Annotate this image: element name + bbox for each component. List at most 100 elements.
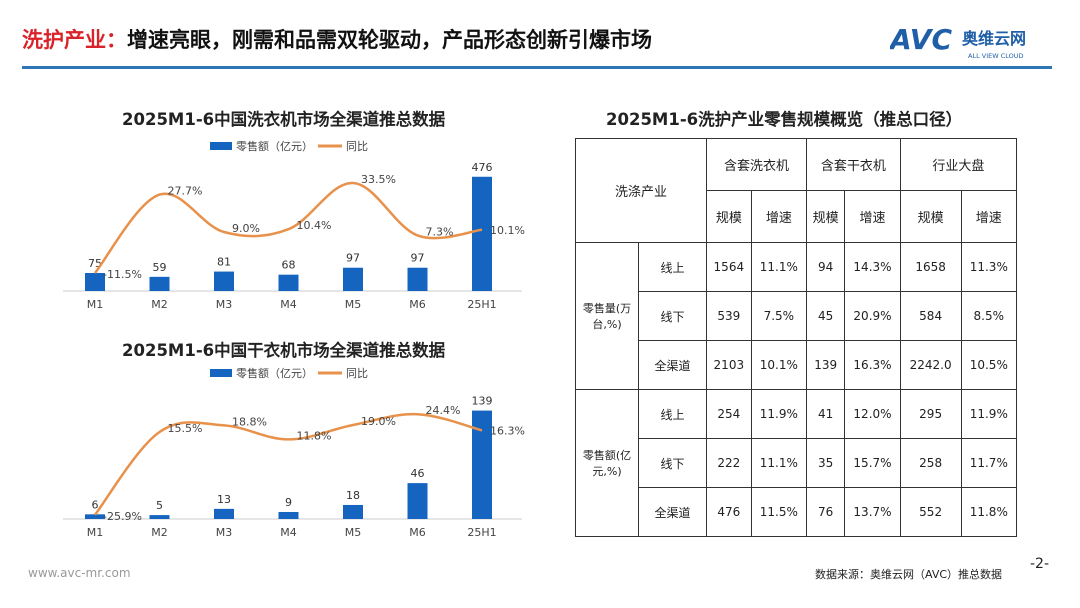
value-cell: 14.3% <box>844 242 901 292</box>
bar <box>343 504 363 519</box>
bar <box>278 511 299 519</box>
bar <box>149 515 170 519</box>
line-value-label: 15.5% <box>168 422 203 435</box>
line-value-label: 33.5% <box>361 173 396 186</box>
line-value-label: 10.4% <box>297 219 332 232</box>
sub-header: 增速 <box>844 190 901 243</box>
value-cell: 139 <box>806 340 846 390</box>
table-row: 线下 222 11.1% 35 15.7% 258 11.7% <box>576 438 1018 488</box>
page-title: 洗护产业：增速亮眼，刚需和品需双轮驱动，产品形态创新引爆市场 <box>22 24 652 54</box>
x-tick-label: M3 <box>216 526 233 539</box>
line-value-label: 10.1% <box>490 224 525 237</box>
value-cell: 16.3% <box>844 340 901 390</box>
table-row: 全渠道 2103 10.1% 139 16.3% 2242.0 10.5% <box>576 340 1018 390</box>
table-row: 零售额(亿元,%) 线上 254 11.9% 41 12.0% 295 11.9% <box>575 389 1018 537</box>
bar <box>343 267 363 291</box>
value-cell: 8.5% <box>960 291 1018 341</box>
value-cell: 1658 <box>899 242 962 292</box>
bar-value-label: 68 <box>282 259 296 272</box>
value-cell: 35 <box>806 438 846 488</box>
page-number: -2- <box>1030 556 1050 572</box>
line-value-label: -25.9% <box>103 510 142 523</box>
value-cell: 41 <box>806 389 846 439</box>
line-value-label: 11.8% <box>297 429 332 442</box>
bar-value-label: 6 <box>92 498 99 511</box>
sub-header: 规模 <box>899 190 962 243</box>
section-label: 零售额(亿元,%) <box>575 389 639 537</box>
bar <box>278 274 299 291</box>
value-cell: 94 <box>806 242 846 292</box>
washer-chart: 零售额（亿元） 同比75M159M281M368M497M597M647625H1… <box>63 139 525 311</box>
channel-cell: 线下 <box>638 291 707 341</box>
legend-bar-label: 零售额（亿元） <box>236 366 313 380</box>
channel-cell: 全渠道 <box>638 340 707 390</box>
data-source: 数据来源：奥维云网（AVC）推总数据 <box>815 568 1003 581</box>
bar-value-label: 5 <box>156 499 163 512</box>
value-cell: 476 <box>706 487 752 537</box>
title-main: 增速亮眼，刚需和品需双轮驱动，产品形态创新引爆市场 <box>127 28 652 52</box>
line-value-label: 9.0% <box>232 222 260 235</box>
header-divider <box>22 66 1052 69</box>
value-cell: 11.8% <box>960 487 1018 537</box>
line-value-label: 7.3% <box>426 225 454 238</box>
value-cell: 11.7% <box>960 438 1018 488</box>
x-tick-label: M4 <box>280 298 297 311</box>
svg-text:奥维云网: 奥维云网 <box>962 29 1026 48</box>
value-cell: 11.9% <box>960 389 1018 439</box>
sub-header: 增速 <box>960 190 1018 243</box>
value-cell: 11.1% <box>750 438 808 488</box>
value-cell: 11.9% <box>750 389 808 439</box>
x-tick-label: M6 <box>409 526 426 539</box>
bar <box>85 514 105 519</box>
value-cell: 2103 <box>706 340 752 390</box>
legend-line-label: 同比 <box>346 367 368 380</box>
channel-cell: 全渠道 <box>638 487 707 537</box>
x-tick-label: 25H1 <box>467 298 496 311</box>
bar-value-label: 9 <box>285 496 292 509</box>
channel-cell: 线上 <box>638 242 707 292</box>
legend-bar-swatch <box>210 369 232 377</box>
value-cell: 11.5% <box>750 487 808 537</box>
value-cell: 11.3% <box>960 242 1018 292</box>
sub-header: 规模 <box>806 190 846 243</box>
avc-logo: AVC 奥维云网 ALL VIEW CLOUD <box>888 22 1060 62</box>
table-row: 线下 539 7.5% 45 20.9% 584 8.5% <box>576 291 1018 341</box>
title-prefix: 洗护产业： <box>22 28 127 52</box>
value-cell: 295 <box>899 389 962 439</box>
chart2-title: 2025M1-6中国干衣机市场全渠道推总数据 <box>122 341 446 360</box>
value-cell: 2242.0 <box>899 340 962 390</box>
legend-bar-label: 零售额（亿元） <box>236 139 313 153</box>
x-tick-label: M6 <box>409 298 426 311</box>
bar-value-label: 81 <box>217 256 231 269</box>
table-row: 零售量(万台,%) 线上 1564 11.1% 94 14.3% 1658 11.3% <box>575 242 1018 390</box>
bar <box>214 271 234 291</box>
section-label: 零售量(万台,%) <box>575 242 639 390</box>
bar-value-label: 59 <box>153 261 167 274</box>
channel-cell: 线下 <box>638 438 707 488</box>
bar <box>85 273 105 291</box>
x-tick-label: M2 <box>151 526 168 539</box>
value-cell: 7.5% <box>750 291 808 341</box>
line-value-label: 16.3% <box>490 424 525 437</box>
x-tick-label: M1 <box>87 298 104 311</box>
value-cell: 254 <box>706 389 752 439</box>
x-tick-label: M3 <box>216 298 233 311</box>
yoy-line <box>94 412 483 516</box>
line-value-label: 24.4% <box>426 404 461 417</box>
footer-url[interactable]: www.avc-mr.com <box>28 566 131 580</box>
table-row: 全渠道 476 11.5% 76 13.7% 552 11.8% <box>576 487 1018 537</box>
value-cell: 11.1% <box>750 242 808 292</box>
bar-value-label: 476 <box>472 161 493 174</box>
value-cell: 222 <box>706 438 752 488</box>
group-header: 含套洗衣机 <box>705 138 808 191</box>
value-cell: 584 <box>899 291 962 341</box>
bar-value-label: 139 <box>472 395 493 408</box>
legend-bar-swatch <box>210 142 232 150</box>
group-header: 行业大盘 <box>899 138 1018 191</box>
value-cell: 1564 <box>706 242 752 292</box>
sub-header: 增速 <box>750 190 808 243</box>
bar-value-label: 46 <box>411 467 425 480</box>
value-cell: 15.7% <box>844 438 901 488</box>
legend-line-label: 同比 <box>346 140 368 153</box>
channel-cell: 线上 <box>638 389 707 439</box>
